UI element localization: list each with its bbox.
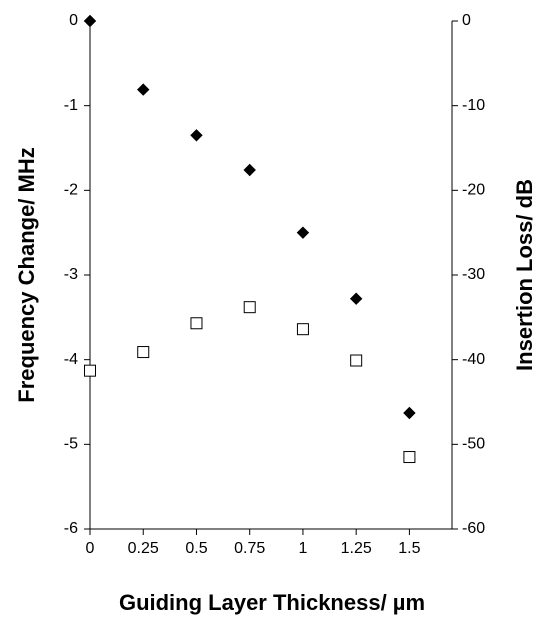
square-point — [296, 323, 309, 336]
y2-tick-label: -30 — [462, 266, 485, 283]
square-point — [243, 301, 256, 314]
y2-axis-title: Insertion Loss/ dB — [512, 179, 537, 371]
y-tick-label: -6 — [64, 520, 78, 537]
diamond-point — [403, 406, 416, 420]
y-tick-label: -5 — [64, 436, 78, 453]
x-tick-label: 0.5 — [185, 540, 207, 557]
y-tick-label: -1 — [64, 97, 78, 114]
x-tick-label: 1 — [298, 540, 307, 557]
square-point — [137, 346, 150, 359]
square-point — [84, 364, 96, 377]
y-tick-label: -4 — [64, 351, 78, 368]
y-tick-label: 0 — [69, 12, 78, 29]
diamond-point — [190, 129, 203, 142]
y2-tick-label: 0 — [462, 12, 471, 29]
x-tick-label: 1.5 — [398, 540, 420, 557]
y2-tick-label: -50 — [462, 436, 485, 453]
square-point — [350, 354, 363, 367]
diamond-point — [296, 226, 310, 239]
square-point — [190, 317, 203, 330]
square-point — [403, 451, 416, 464]
y-tick-label: -3 — [64, 266, 78, 283]
y2-tick-label: -20 — [462, 182, 485, 199]
x-tick-label: 0.75 — [234, 540, 265, 557]
diamond-point — [349, 292, 363, 305]
y2-tick-label: -40 — [462, 351, 485, 368]
x-tick-label: 0.25 — [128, 540, 159, 557]
diamond-point — [83, 14, 97, 28]
y-axis-title: Frequency Change/ MHz — [14, 147, 39, 402]
diamond-point — [137, 83, 150, 96]
x-axis-title: Guiding Layer Thickness/ µm — [119, 590, 425, 615]
diamond-point — [243, 163, 256, 177]
y2-tick-label: -60 — [462, 520, 485, 537]
y-tick-label: -2 — [64, 182, 78, 199]
x-tick-label: 1.25 — [341, 540, 372, 557]
x-tick-label: 0 — [86, 540, 95, 557]
y2-tick-label: -10 — [462, 97, 485, 114]
